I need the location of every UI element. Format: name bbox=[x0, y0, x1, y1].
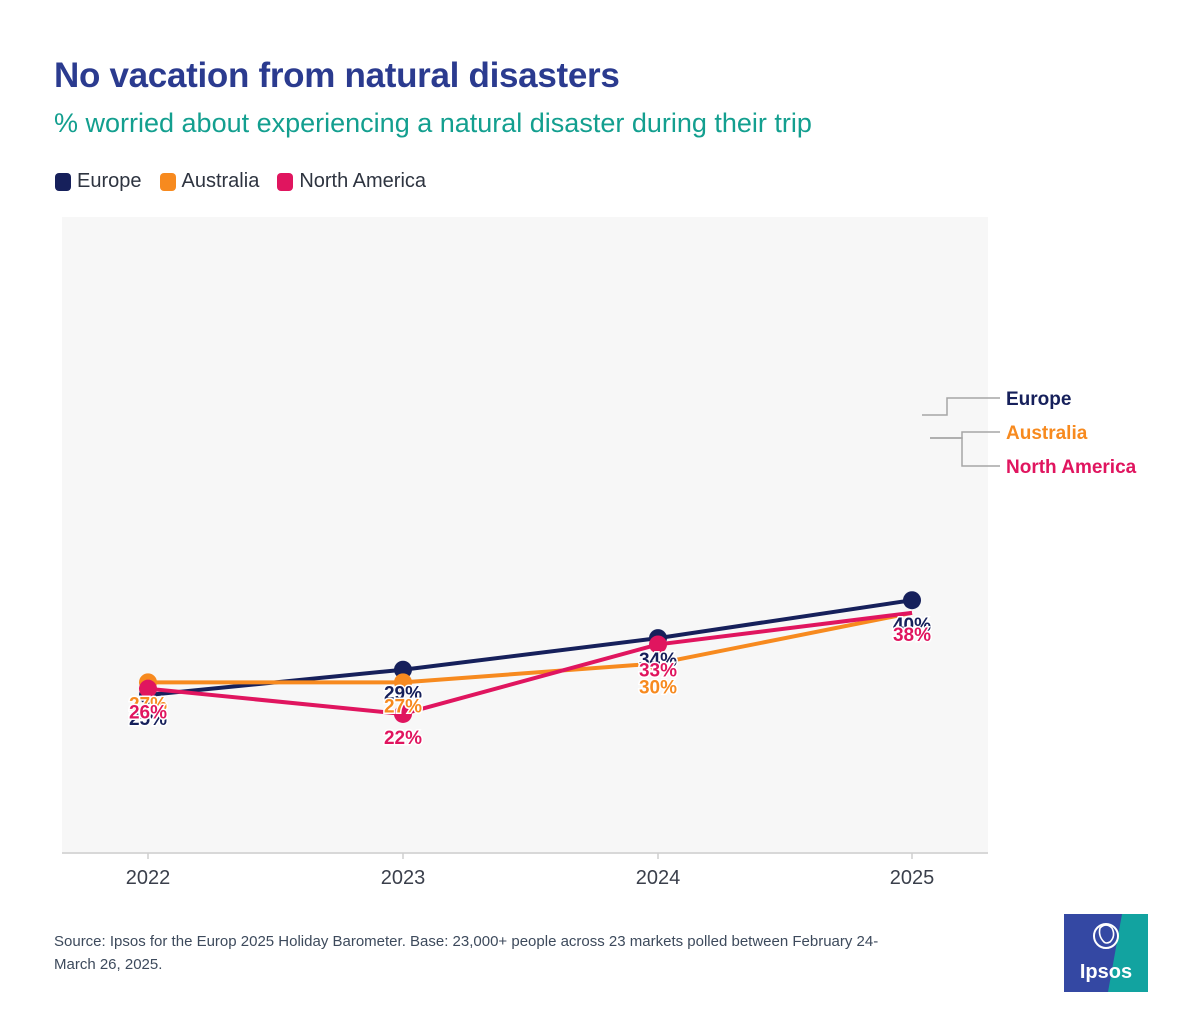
x-tick-label: 2025 bbox=[890, 867, 935, 889]
data-label: 33% bbox=[639, 660, 677, 681]
end-label: North America bbox=[1006, 457, 1137, 478]
legend-swatch-north-america bbox=[277, 172, 294, 191]
end-label-leader bbox=[922, 397, 1000, 416]
chart-title: No vacation from natural disasters bbox=[54, 56, 620, 95]
data-label: 27% bbox=[384, 696, 422, 717]
legend-swatch-australia bbox=[159, 172, 176, 191]
series-line bbox=[147, 610, 913, 716]
data-label: 34% bbox=[639, 650, 677, 671]
data-point bbox=[139, 679, 157, 698]
x-tick-label: 2022 bbox=[126, 867, 171, 889]
data-point bbox=[394, 673, 412, 692]
data-label: 38% bbox=[893, 625, 931, 646]
x-tick-label: 2023 bbox=[381, 867, 426, 889]
data-label: 30% bbox=[639, 677, 677, 698]
data-point bbox=[394, 704, 412, 723]
data-label: 25% bbox=[129, 709, 167, 730]
legend-label-north-america: North America bbox=[299, 170, 427, 192]
data-point bbox=[649, 654, 667, 673]
legend-item-north-america: North America bbox=[277, 170, 426, 193]
data-point bbox=[903, 591, 921, 610]
data-point bbox=[649, 635, 667, 654]
series-line bbox=[148, 610, 913, 685]
data-label: 22% bbox=[384, 728, 422, 749]
end-label: Australia bbox=[1006, 423, 1088, 444]
ipsos-logo: Ipsos bbox=[1064, 914, 1148, 992]
end-label-leader bbox=[930, 437, 1000, 467]
ipsos-logo-text: Ipsos bbox=[1080, 961, 1132, 983]
legend-item-australia: Australia bbox=[159, 170, 260, 193]
end-label: Europe bbox=[1006, 389, 1071, 410]
line-chart: 2022 2023 2024 2025 25% 29% 34% 40% 27% 27% 30% 26%… bbox=[62, 217, 1137, 889]
legend-swatch-europe bbox=[55, 172, 71, 191]
data-label: 26% bbox=[129, 703, 167, 724]
data-label: 27% bbox=[129, 694, 167, 715]
legend-item-europe: Europe bbox=[55, 170, 142, 193]
source-note: Source: Ipsos for the Europ 2025 Holiday… bbox=[54, 933, 879, 973]
x-tick-label: 2024 bbox=[636, 867, 681, 889]
plot-background bbox=[62, 217, 988, 853]
data-point bbox=[394, 660, 412, 679]
legend-label-europe: Europe bbox=[77, 170, 142, 192]
chart-subtitle: % worried about experiencing a natural d… bbox=[54, 108, 812, 138]
data-label: 40% bbox=[893, 615, 931, 636]
legend-label-australia: Australia bbox=[181, 170, 260, 192]
legend: Europe Australia North America bbox=[55, 170, 426, 193]
data-label: 29% bbox=[384, 684, 422, 705]
